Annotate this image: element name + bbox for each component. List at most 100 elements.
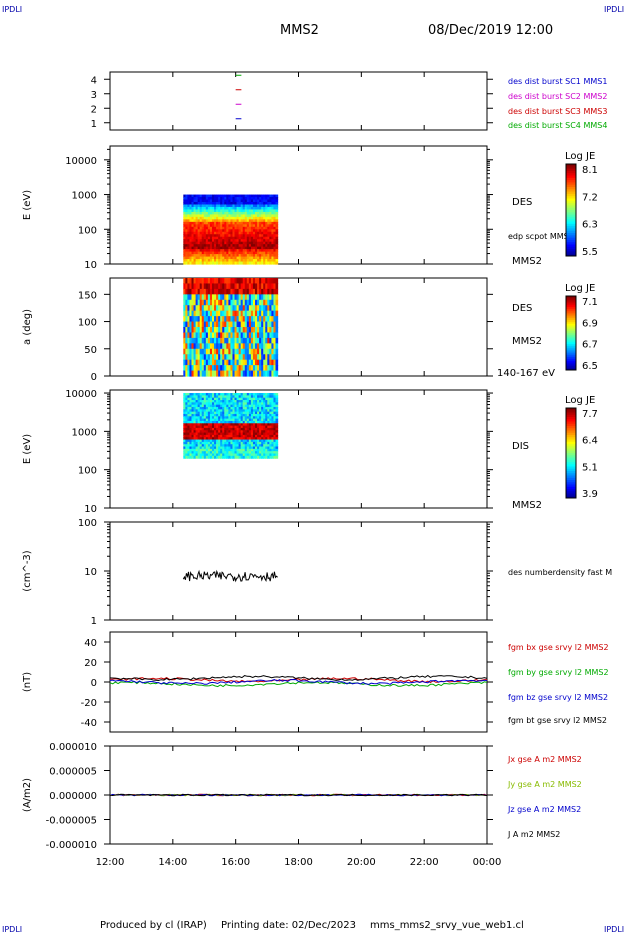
heatmap-cell: [271, 437, 275, 441]
heatmap-cell: [238, 418, 242, 422]
heatmap-cell: [228, 370, 232, 377]
heatmap-cell: [209, 209, 213, 213]
heatmap-cell: [275, 434, 279, 438]
heatmap-cell: [232, 216, 236, 220]
heatmap-cell: [205, 397, 209, 401]
heatmap-cell: [226, 204, 229, 208]
heatmap-cell: [244, 416, 248, 420]
colorbar-cell: [566, 249, 576, 252]
heatmap-cell: [191, 211, 195, 215]
heatmap-cell: [236, 402, 240, 406]
heatmap-cell: [222, 409, 225, 413]
heatmap-cell: [246, 194, 250, 198]
heatmap-cell: [205, 423, 209, 427]
heatmap-cell: [248, 278, 252, 285]
heatmap-cell: [257, 348, 260, 355]
heatmap-cell: [236, 432, 240, 436]
heatmap-cell: [246, 453, 250, 457]
heatmap-cell: [265, 226, 268, 230]
heatmap-cell: [220, 448, 223, 452]
heatmap-cell: [216, 448, 219, 452]
heatmap-cell: [263, 437, 266, 441]
heatmap-cell: [199, 425, 203, 429]
heatmap-cell: [250, 261, 254, 265]
heatmap-cell: [197, 343, 201, 350]
heatmap-cell: [234, 416, 238, 420]
heatmap-cell: [230, 254, 234, 258]
heatmap-cell: [187, 259, 191, 263]
heatmap-cell: [226, 256, 229, 260]
heatmap-cell: [222, 283, 225, 290]
heatmap-cell: [265, 321, 268, 328]
heatmap-cell: [218, 251, 221, 255]
heatmap-cell: [207, 434, 211, 438]
heatmap-cell: [211, 453, 215, 457]
heatmap-cell: [216, 354, 219, 361]
heatmap-cell: [252, 337, 256, 344]
heatmap-cell: [257, 425, 260, 429]
heatmap-cell: [244, 249, 248, 253]
heatmap-cell: [275, 406, 279, 410]
heatmap-cell: [189, 204, 193, 208]
heatmap-cell: [201, 219, 205, 223]
colorbar-cell: [566, 228, 576, 232]
heatmap-cell: [224, 453, 227, 457]
heatmap-cell: [248, 199, 252, 203]
heatmap-cell: [185, 211, 189, 215]
heatmap-cell: [252, 214, 256, 218]
heatmap-cell: [252, 251, 256, 255]
heatmap-cell: [228, 451, 232, 455]
y-tick-label: 1000: [72, 191, 97, 202]
heatmap-cell: [246, 343, 250, 350]
heatmap-cell: [257, 241, 260, 245]
heatmap-cell: [246, 204, 250, 208]
heatmap-cell: [207, 259, 211, 263]
heatmap-cell: [193, 294, 197, 301]
heatmap-cell: [269, 453, 273, 457]
heatmap-cell: [261, 365, 264, 372]
legend-entry: fgm by gse srvy l2 MMS2: [508, 668, 609, 677]
heatmap-cell: [207, 216, 211, 220]
colorbar-cell: [566, 233, 576, 236]
heatmap-cell: [255, 420, 258, 424]
heatmap-cell: [261, 416, 264, 420]
heatmap-cell: [214, 226, 217, 230]
heatmap-cell: [259, 402, 262, 406]
heatmap-cell: [216, 310, 219, 317]
heatmap-cell: [214, 423, 217, 427]
heatmap-cell: [246, 226, 250, 230]
heatmap-cell: [236, 261, 240, 265]
heatmap-cell: [271, 251, 275, 255]
heatmap-cell: [211, 354, 215, 361]
colorbar-cell: [566, 342, 576, 345]
heatmap-cell: [201, 416, 205, 420]
heatmap-cell: [238, 337, 242, 344]
heatmap-cell: [185, 283, 189, 290]
heatmap-cell: [224, 400, 227, 403]
heatmap-cell: [271, 221, 275, 225]
heatmap-cell: [255, 288, 258, 295]
y-tick-label: 40: [84, 638, 97, 649]
heatmap-cell: [185, 434, 189, 438]
heatmap-cell: [205, 430, 209, 434]
heatmap-cell: [250, 251, 254, 255]
heatmap-cell: [257, 283, 260, 290]
heatmap-cell: [248, 416, 252, 420]
heatmap-cell: [234, 327, 238, 334]
heatmap-cell: [259, 214, 262, 218]
heatmap-cell: [197, 197, 201, 201]
heatmap-cell: [193, 418, 197, 422]
heatmap-cell: [263, 446, 266, 450]
heatmap-cell: [234, 427, 238, 431]
heatmap-cell: [273, 441, 277, 445]
heatmap-cell: [220, 441, 223, 445]
heatmap-cell: [199, 451, 203, 455]
heatmap-cell: [261, 427, 264, 431]
heatmap-cell: [183, 239, 186, 243]
heatmap-cell: [257, 288, 260, 295]
heatmap-cell: [211, 194, 215, 198]
heatmap-cell: [207, 299, 211, 306]
heatmap-cell: [267, 244, 270, 248]
heatmap-cell: [189, 236, 193, 240]
heatmap-cell: [226, 437, 229, 441]
